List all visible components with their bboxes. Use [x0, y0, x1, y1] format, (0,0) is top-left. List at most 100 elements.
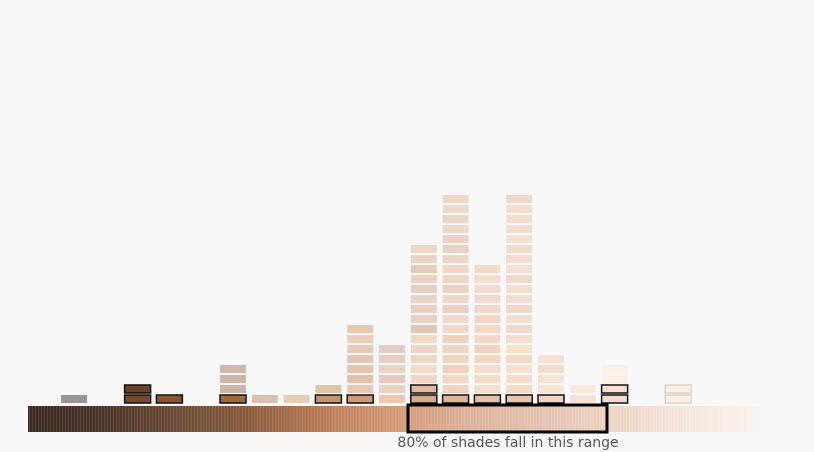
shade-swatch-bar — [474, 335, 501, 343]
shade-swatch-bar — [664, 384, 692, 394]
shade-swatch-bar — [600, 384, 629, 394]
shade-swatch-bar — [379, 365, 405, 373]
shade-swatch-bar — [506, 275, 533, 283]
shade-swatch-bar — [410, 355, 437, 363]
shade-swatch-bar — [474, 295, 501, 303]
histogram-column — [600, 365, 629, 404]
shade-swatch-bar — [506, 255, 533, 263]
shade-swatch-bar — [410, 384, 438, 394]
shade-swatch-bar — [442, 235, 469, 243]
shade-swatch-bar — [123, 384, 152, 394]
shade-swatch-bar — [347, 355, 374, 363]
shade-swatch-bar — [442, 325, 469, 333]
shade-swatch-bar — [442, 385, 469, 393]
shade-swatch-bar — [220, 365, 246, 373]
shade-swatch-bar — [347, 335, 374, 343]
shade-swatch-bar — [506, 235, 533, 243]
shade-swatch-bar — [506, 335, 533, 343]
shade-swatch-bar — [474, 325, 501, 333]
shade-swatch-bar — [61, 395, 87, 403]
shade-swatch-bar — [569, 385, 596, 393]
range-highlight-box — [406, 403, 609, 434]
shade-swatch-bar — [410, 305, 437, 313]
shade-swatch-bar — [410, 295, 437, 303]
shade-swatch-bar — [442, 265, 469, 273]
shade-swatch-bar — [347, 365, 374, 373]
histogram-column — [664, 384, 692, 404]
shade-swatch-bar — [251, 395, 278, 403]
shade-swatch-bar — [442, 375, 469, 383]
shade-swatch-bar — [474, 285, 501, 293]
histogram-column — [346, 325, 374, 404]
histogram-column — [219, 365, 247, 404]
shade-swatch-bar — [410, 255, 437, 263]
histogram-column — [61, 395, 87, 403]
shade-swatch-bar — [379, 375, 405, 383]
shade-swatch-bar — [601, 365, 628, 373]
shade-swatch-bar — [506, 305, 533, 313]
shade-swatch-bar — [220, 385, 246, 393]
shade-swatch-bar — [506, 265, 533, 273]
shade-swatch-bar — [379, 395, 405, 403]
shade-swatch-bar — [506, 365, 533, 373]
shade-swatch-bar — [220, 375, 246, 383]
shade-swatch-bar — [506, 285, 533, 293]
shade-swatch-bar — [506, 375, 533, 383]
shade-swatch-bar — [442, 355, 469, 363]
shade-swatch-bar — [506, 245, 533, 253]
shade-swatch-bar — [379, 355, 405, 363]
shade-swatch-bar — [538, 385, 564, 393]
shade-swatch-bar — [442, 205, 469, 213]
shade-swatch-bar — [506, 205, 533, 213]
shade-swatch-bar — [346, 394, 374, 404]
shade-swatch-bar — [155, 394, 184, 404]
shade-swatch-bar — [347, 375, 374, 383]
shade-swatch-bar — [474, 355, 501, 363]
shade-swatch-bar — [600, 394, 629, 404]
shade-swatch-bar — [410, 375, 437, 383]
shade-swatch-bar — [506, 345, 533, 353]
shade-swatch-bar — [410, 365, 437, 373]
shade-swatch-bar — [219, 394, 247, 404]
shade-swatch-bar — [442, 275, 469, 283]
shade-swatch-bar — [442, 365, 469, 373]
shade-swatch-bar — [410, 335, 437, 343]
shade-swatch-bar — [474, 305, 501, 313]
shade-swatch-bar — [506, 195, 533, 203]
shade-swatch-bar — [664, 394, 692, 404]
shade-swatch-bar — [442, 195, 469, 203]
shade-swatch-bar — [347, 385, 374, 393]
shade-swatch-bar — [441, 394, 470, 404]
shade-swatch-bar — [442, 215, 469, 223]
shade-swatch-bar — [410, 345, 437, 353]
shade-swatch-bar — [506, 325, 533, 333]
shade-swatch-bar — [506, 215, 533, 223]
histogram-column — [473, 265, 502, 404]
shade-swatch-bar — [410, 265, 437, 273]
shade-swatch-bar — [442, 335, 469, 343]
shade-swatch-bar — [538, 355, 564, 363]
shade-gradient-texture — [28, 406, 760, 432]
shade-swatch-bar — [315, 385, 342, 393]
shade-swatch-bar — [442, 305, 469, 313]
shade-swatch-bar — [442, 295, 469, 303]
shade-swatch-bar — [123, 394, 152, 404]
shade-swatch-bar — [410, 315, 437, 323]
histogram-column — [155, 394, 184, 404]
histogram-column — [283, 395, 310, 403]
shade-swatch-bar — [474, 385, 501, 393]
shade-swatch-bar — [442, 225, 469, 233]
shade-swatch-bar — [506, 225, 533, 233]
shade-swatch-bar — [474, 265, 501, 273]
shade-swatch-bar — [538, 375, 564, 383]
shade-swatch-bar — [442, 245, 469, 253]
shade-swatch-bar — [410, 245, 437, 253]
shade-swatch-bar — [601, 375, 628, 383]
histogram-column — [537, 355, 565, 404]
shade-swatch-bar — [538, 365, 564, 373]
shade-swatch-bar — [505, 394, 533, 404]
shade-swatch-bar — [474, 315, 501, 323]
shade-swatch-bar — [474, 275, 501, 283]
